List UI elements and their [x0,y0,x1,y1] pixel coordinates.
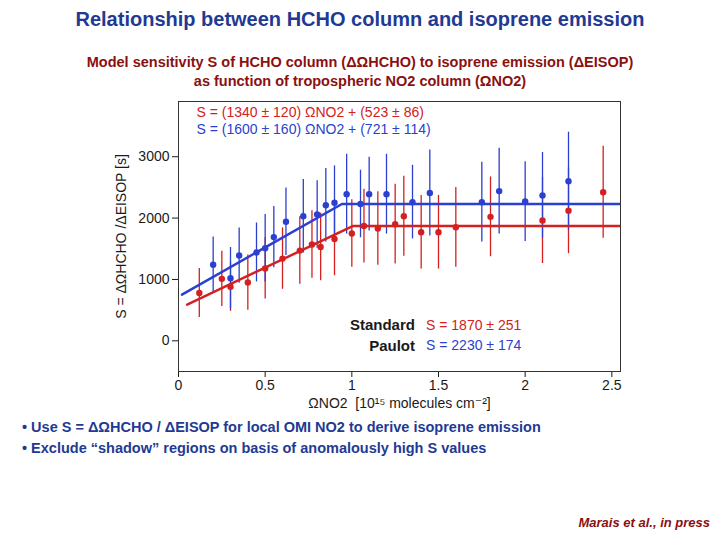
html-text:Use S = ΔΩHCHO / ΔEISOP for lo: Use S = ΔΩHCHO / ΔEISOP for local OMI NO… [31,419,541,435]
svg-text:0.5: 0.5 [255,377,275,393]
svg-text:1: 1 [348,377,356,393]
svg-text:S = (1340 ± 120) ΩNO2 + (523 ±: S = (1340 ± 120) ΩNO2 + (523 ± 86) [197,104,424,120]
svg-text:Paulot: Paulot [369,337,415,354]
html-text:as function of tropospheric NO: as function of tropospheric NO2 column (… [193,73,527,89]
svg-text:1000: 1000 [138,271,169,287]
svg-text:ΩNO2 [10¹⁵ molecules cm⁻²]: ΩNO2 [10¹⁵ molecules cm⁻²] [308,395,490,411]
svg-text:2000: 2000 [138,210,169,226]
svg-text:S = 1870 ± 251: S = 1870 ± 251 [426,317,521,333]
svg-text:Standard: Standard [350,316,415,333]
svg-text:0: 0 [175,377,183,393]
svg-text:S = 2230 ± 174: S = 2230 ± 174 [426,337,521,353]
svg-text:S = ΔΩHCHO /ΔEISOP [s]: S = ΔΩHCHO /ΔEISOP [s] [113,154,129,319]
svg-text:0: 0 [162,332,170,348]
html-text:Relationship between HCHO colu: Relationship between HCHO column and iso… [75,8,645,30]
svg-text:S = (1600 ± 160) ΩNO2 + (721 ±: S = (1600 ± 160) ΩNO2 + (721 ± 114) [197,121,431,137]
html-text:Exclude “shadow” regions on ba: Exclude “shadow” regions on basis of ano… [31,440,487,456]
svg-text:3000: 3000 [138,148,169,164]
html-text:Marais et al., in press: Marais et al., in press [578,515,710,530]
svg-text:2: 2 [521,377,529,393]
svg-text:1.5: 1.5 [429,377,449,393]
svg-text:2.5: 2.5 [602,377,622,393]
html-text:Model sensitivity S of HCHO co: Model sensitivity S of HCHO column (ΔΩHC… [86,54,634,70]
